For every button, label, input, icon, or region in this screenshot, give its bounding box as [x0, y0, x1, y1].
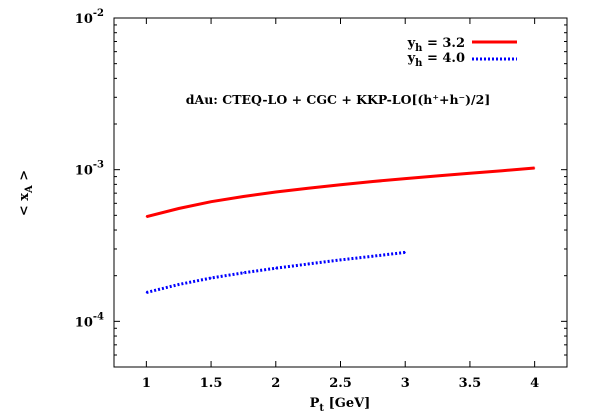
series-line-2: [146, 250, 406, 294]
series-1-point: [242, 195, 245, 198]
series-2-point: [307, 263, 309, 265]
y-tick-label: 10-4: [75, 311, 104, 330]
y-tick-label: 10-2: [75, 8, 104, 27]
series-lines: [145, 166, 536, 294]
series-1-point: [534, 167, 536, 169]
legend-label-series-2: yh = 4.0: [407, 51, 465, 69]
x-tick-label: 2: [271, 376, 280, 391]
plot-frame: [113, 17, 568, 368]
series-1-point: [210, 201, 212, 203]
series-1-point: [275, 191, 277, 193]
y-tick-label: 10-3: [75, 160, 104, 179]
series-2-point: [145, 291, 147, 294]
x-tick-label: 3: [401, 376, 410, 391]
series-1-point: [372, 180, 374, 183]
series-1-point: [501, 170, 503, 172]
x-axis-label: Pt [GeV]: [310, 396, 371, 414]
series-2-point: [178, 283, 180, 286]
x-tick-label: 2.5: [329, 376, 352, 391]
x-tick-label: 1: [142, 376, 151, 391]
chart-annotation: dAu: CTEQ-LO + CGC + KKP-LO[(h⁺+h⁻)/2]: [186, 92, 491, 107]
series-1-point: [436, 175, 439, 177]
legend: yh = 3.2 yh = 4.0: [407, 36, 517, 69]
y-axis-label: < xA >: [17, 170, 35, 216]
legend-label-series-1: yh = 3.2: [407, 36, 465, 54]
series-1-point: [178, 207, 180, 210]
series-1-point: [469, 172, 471, 174]
x-tick-label: 1.5: [200, 376, 223, 391]
x-tick-label: 4: [530, 376, 539, 391]
series-1-point: [307, 187, 309, 189]
series-2-point: [339, 259, 342, 261]
axis-ticks: 1 1.5 2 2.5 3 3.5 4 10-2 10-3 10-4: [75, 8, 567, 391]
series-2-point: [404, 251, 406, 253]
series-2-point: [210, 277, 212, 279]
x-tick-label: 3.5: [459, 376, 482, 391]
series-1-point: [339, 184, 342, 186]
series-1-point: [404, 178, 406, 180]
series-1-point: [145, 216, 147, 218]
series-line-1: [146, 166, 535, 219]
series-2-point: [242, 272, 245, 274]
series-2-point: [372, 255, 374, 257]
series-2-point: [275, 267, 277, 269]
